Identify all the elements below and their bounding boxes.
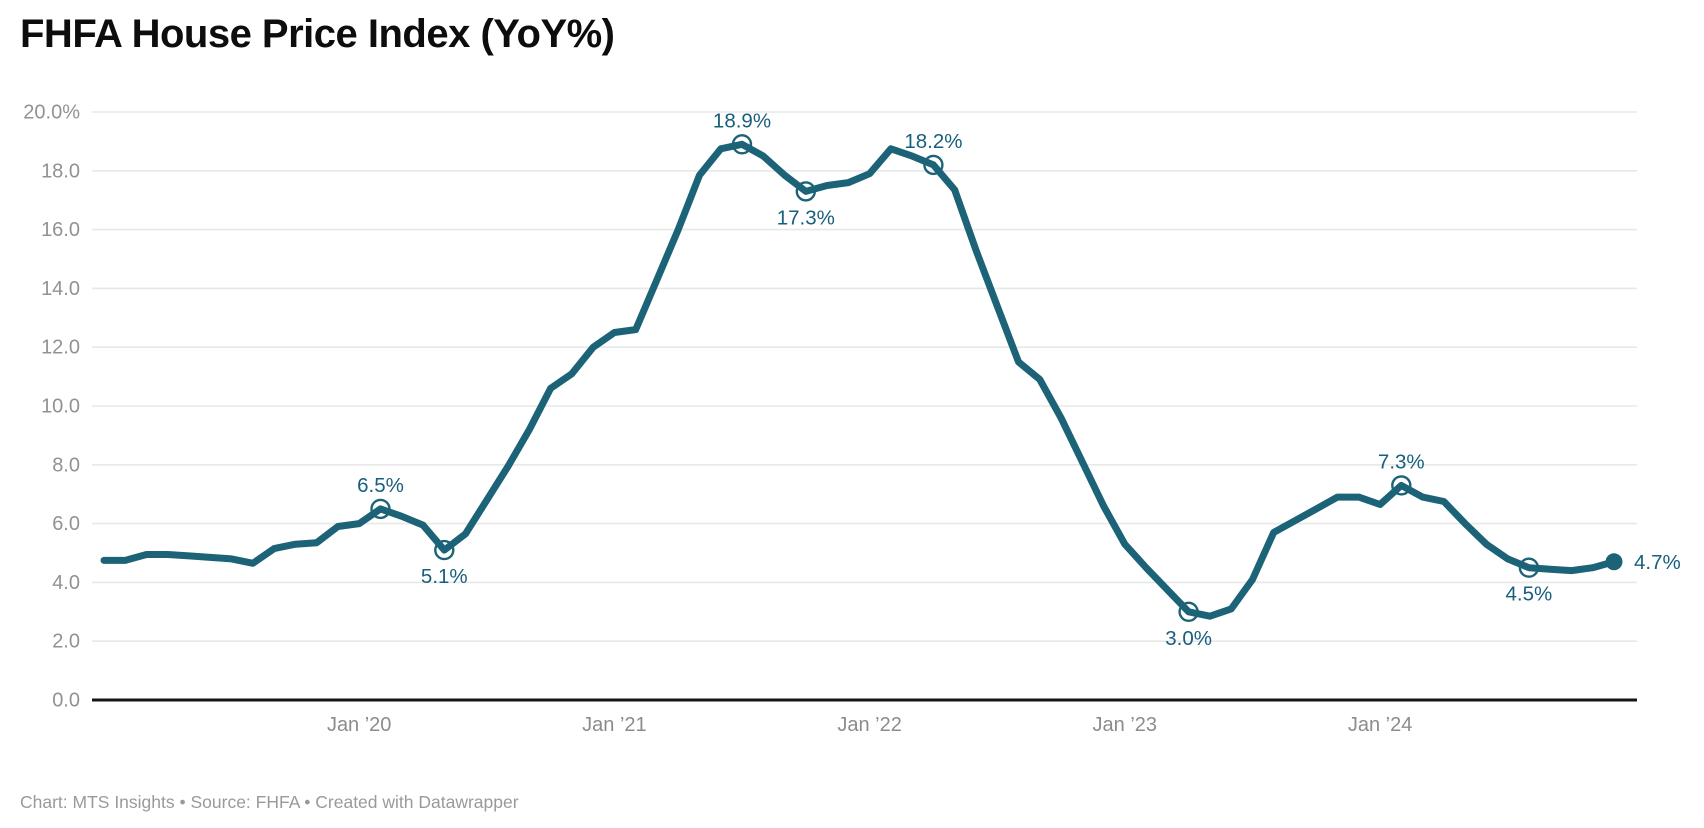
y-axis-label: 2.0 <box>52 631 80 653</box>
y-axis-label: 18.0 <box>41 160 80 182</box>
y-axis-label: 14.0 <box>41 278 80 300</box>
point-marker <box>1391 475 1412 496</box>
point-label: 18.9% <box>713 109 771 132</box>
y-axis-label: 16.0 <box>41 219 80 241</box>
point-marker <box>434 539 455 561</box>
y-axis-label: 0.0 <box>52 690 80 712</box>
point-marker <box>731 134 753 155</box>
y-axis-label: 8.0 <box>52 454 80 476</box>
point-marker <box>370 498 391 520</box>
y-axis-label: 4.0 <box>52 572 80 594</box>
point-label: 5.1% <box>421 565 468 588</box>
point-label: 4.7% <box>1634 551 1681 574</box>
y-axis-label: 10.0 <box>41 396 80 418</box>
point-marker <box>1178 601 1199 622</box>
point-marker <box>923 154 944 176</box>
y-axis-label: 6.0 <box>52 513 80 535</box>
chart-title: FHFA House Price Index (YoY%) <box>20 12 615 56</box>
point-label: 17.3% <box>777 206 835 229</box>
point-label: 3.0% <box>1165 627 1212 650</box>
point-label: 7.3% <box>1378 450 1425 473</box>
x-axis-label: Jan ’20 <box>327 714 392 736</box>
y-axis-label: 12.0 <box>41 337 80 359</box>
x-axis-label: Jan ’24 <box>1348 714 1413 736</box>
point-marker <box>795 181 816 202</box>
x-axis-label: Jan ’22 <box>837 714 902 736</box>
y-axis-label: 20.0% <box>23 102 80 124</box>
point-label: 18.2% <box>904 130 962 153</box>
end-point-dot <box>1605 553 1623 571</box>
point-label: 6.5% <box>357 474 404 497</box>
hpi-line <box>100 140 1618 620</box>
x-axis-label: Jan ’21 <box>582 714 647 736</box>
point-marker <box>1518 557 1540 578</box>
point-label: 4.5% <box>1506 583 1553 606</box>
x-axis-label: Jan ’23 <box>1093 714 1158 736</box>
chart-credit: Chart: MTS Insights • Source: FHFA • Cre… <box>20 792 519 812</box>
